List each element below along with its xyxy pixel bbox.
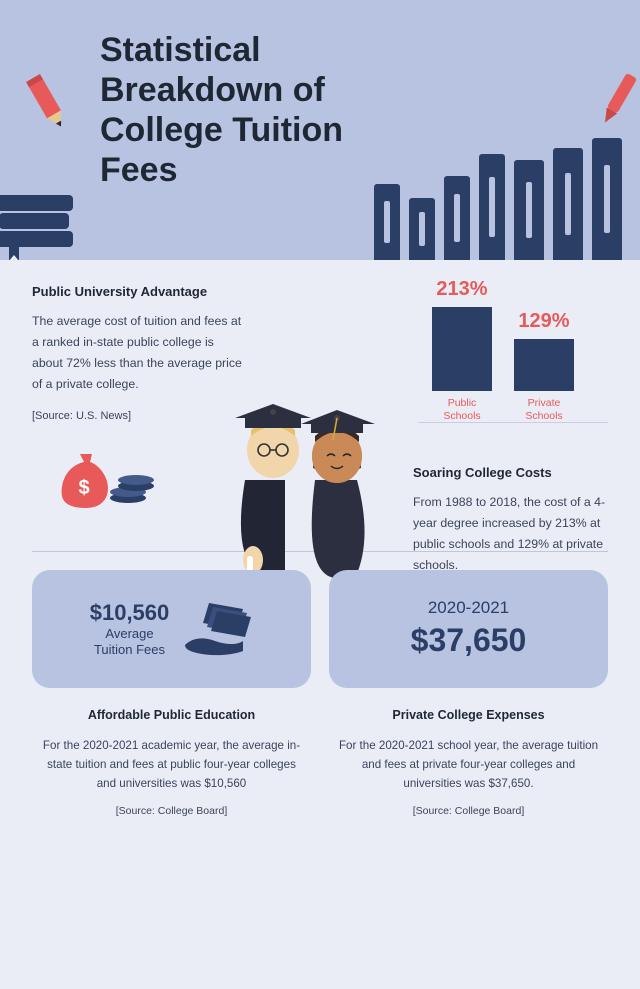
book-icon <box>514 160 544 260</box>
pencil-icon <box>4 60 91 147</box>
middle-section: Public University Advantage The average … <box>0 260 640 529</box>
stat-amount: $10,560 <box>90 600 170 626</box>
book-icon <box>444 176 470 260</box>
book-icon <box>592 138 622 260</box>
section-title: Soaring College Costs <box>413 465 608 480</box>
cost-increase-chart: 213% PublicSchools 129% PrivateSchools <box>418 278 608 423</box>
stat-amount: $37,650 <box>411 622 527 659</box>
bar <box>432 307 492 391</box>
card-avg-tuition: $10,560 AverageTuition Fees <box>32 570 311 688</box>
book-icon <box>553 148 583 260</box>
money-bag-icon: $ <box>56 448 156 512</box>
header: Statistical Breakdown of College Tuition… <box>0 0 640 260</box>
section-body: For the 2020-2021 school year, the avera… <box>329 736 608 793</box>
section-affordable: Affordable Public Education For the 2020… <box>32 708 311 817</box>
stat-year: 2020-2021 <box>428 598 509 618</box>
books-stack-icon <box>0 185 91 260</box>
bar-wrap: 129% PrivateSchools <box>514 310 574 422</box>
book-icon <box>374 184 400 260</box>
hand-money-icon <box>183 601 253 656</box>
section-private: Private College Expenses For the 2020-20… <box>329 708 608 817</box>
bar-percent: 129% <box>514 310 574 333</box>
book-icon <box>409 198 435 260</box>
pen-icon <box>574 56 640 143</box>
bar-label: PrivateSchools <box>514 397 574 422</box>
section-title: Private College Expenses <box>329 708 608 722</box>
bar-wrap: 213% PublicSchools <box>432 278 492 422</box>
bottom-sections: Affordable Public Education For the 2020… <box>0 688 640 851</box>
source-text: [Source: College Board] <box>329 805 608 817</box>
page-title: Statistical Breakdown of College Tuition… <box>100 30 420 190</box>
section-body: From 1988 to 2018, the cost of a 4-year … <box>413 492 608 577</box>
source-text: [Source: College Board] <box>32 805 311 817</box>
svg-text:$: $ <box>78 477 89 499</box>
books-row <box>374 138 622 260</box>
bar-percent: 213% <box>432 278 492 301</box>
card-private-cost: 2020-2021 $37,650 <box>329 570 608 688</box>
stat-label: Tuition Fees <box>94 642 165 657</box>
stat-label: Average <box>105 626 153 641</box>
bar <box>514 339 574 391</box>
book-icon <box>479 154 505 260</box>
bar-label: PublicSchools <box>432 397 492 422</box>
section-title: Affordable Public Education <box>32 708 311 722</box>
section-title: Public University Advantage <box>32 284 247 299</box>
graduates-illustration <box>215 360 385 580</box>
section-body: For the 2020-2021 academic year, the ave… <box>32 736 311 793</box>
